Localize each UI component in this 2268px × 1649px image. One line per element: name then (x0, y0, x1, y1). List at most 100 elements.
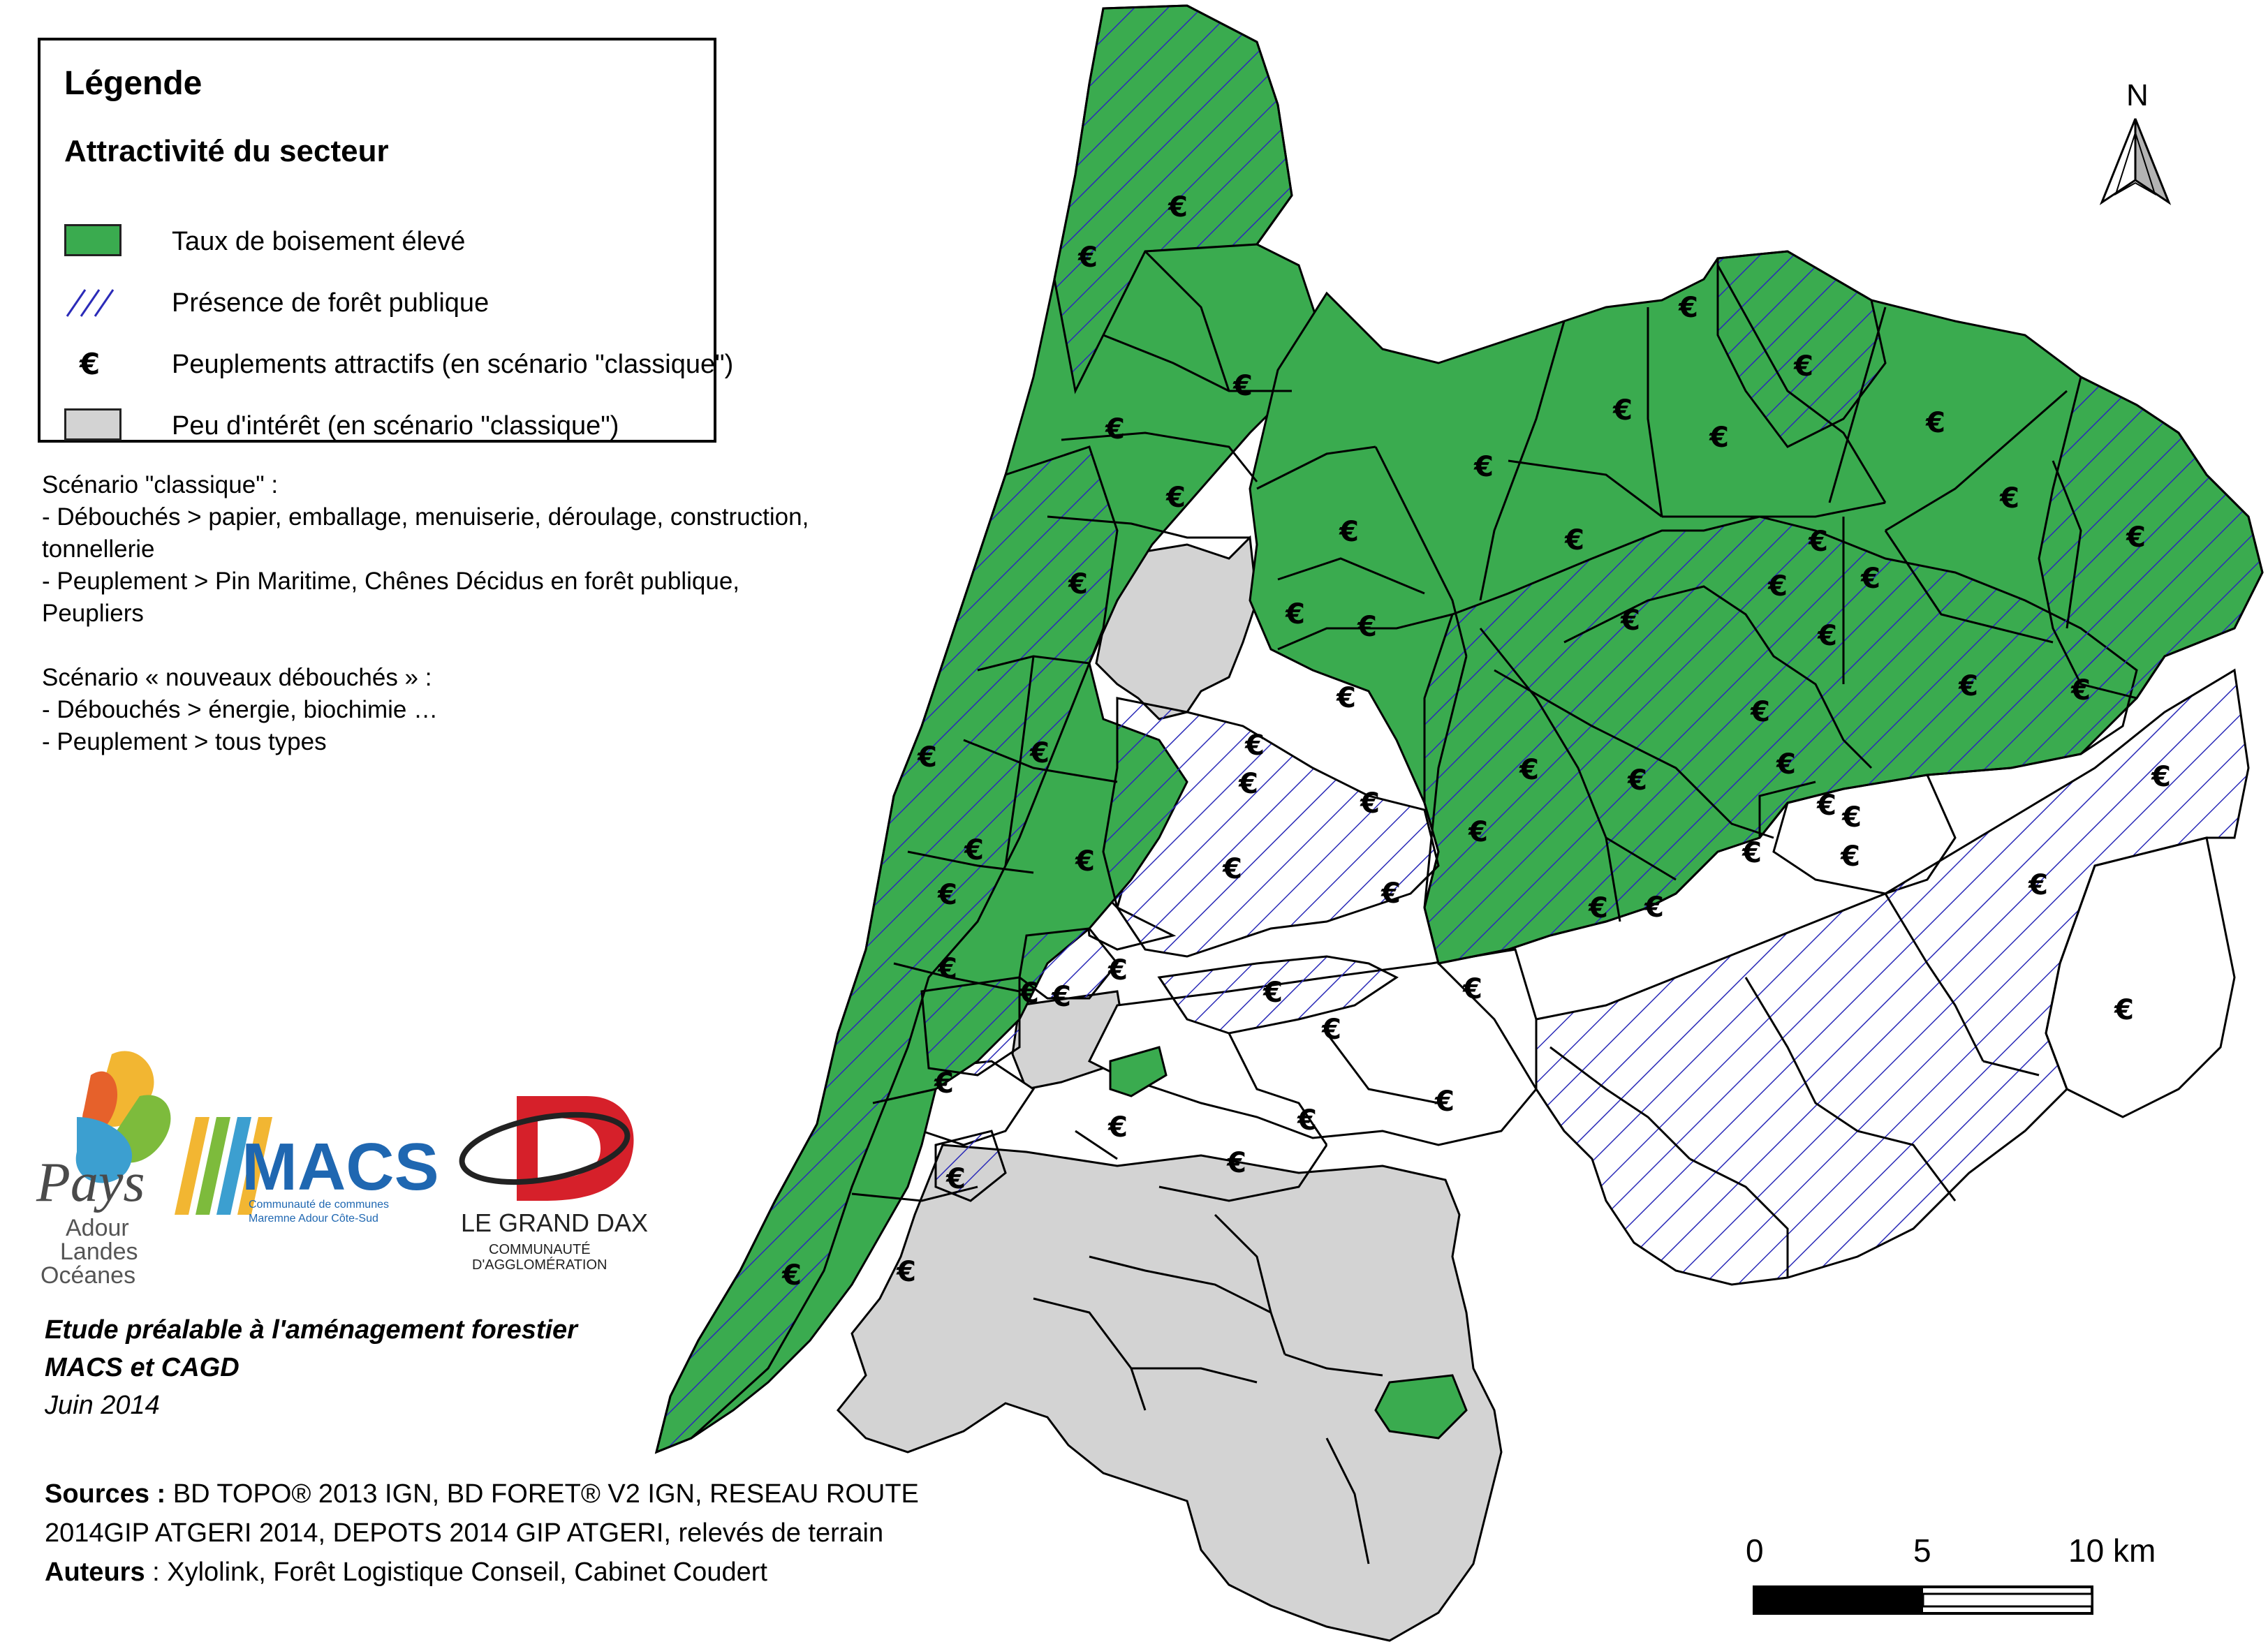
euro-icon: € (80, 347, 101, 381)
logo-pays-adour: Pays Adour Landes Océanes (36, 1051, 171, 1289)
euro-marker: € (1588, 892, 1608, 924)
legend-item-euro: € Peuplements attractifs (en scénario "c… (64, 343, 733, 385)
euro-marker: € (937, 879, 957, 911)
euro-marker: € (1360, 787, 1380, 820)
legend-box: Légende Attractivité du secteur Taux de … (38, 38, 733, 443)
euro-marker: € (1620, 605, 1640, 637)
euro-marker: € (1029, 737, 1050, 769)
logo-macs: MACS Communauté de communes Maremne Adou… (175, 1117, 439, 1225)
scale-label-5: 5 (1913, 1532, 1931, 1569)
authors-label: Auteurs (45, 1558, 145, 1587)
north-label: N (2126, 78, 2149, 112)
euro-marker: € (1077, 242, 1098, 274)
hatch-swatch-icon (64, 286, 162, 320)
legend-title: Légende (64, 65, 202, 102)
green-patch-south (1374, 1374, 1468, 1440)
euro-marker: € (1750, 696, 1770, 728)
euro-marker: € (1168, 191, 1188, 223)
sources-text: BD TOPO® 2013 IGN, BD FORET® V2 IGN, RES… (165, 1479, 919, 1509)
legend-item-hatch: Présence de forêt publique (64, 282, 489, 324)
euro-marker: € (1238, 768, 1258, 800)
scenario-line: - Débouchés > énergie, biochimie … (42, 696, 439, 723)
euro-marker: € (2126, 522, 2146, 554)
euro-marker: € (1860, 563, 1880, 595)
green-swatch-icon (64, 224, 162, 259)
euro-marker: € (1793, 350, 1813, 383)
euro-marker: € (1336, 682, 1356, 714)
sources-text-2: 2014GIP ATGERI 2014, DEPOTS 2014 GIP ATG… (45, 1518, 884, 1548)
euro-marker: € (2070, 674, 2091, 707)
scenario-line: Scénario "classique" : (42, 471, 279, 498)
euro-marker: € (1612, 394, 1633, 427)
euro-marker: € (1380, 878, 1401, 910)
pays-line3: Landes (60, 1238, 138, 1265)
euro-marker: € (917, 741, 937, 774)
euro-marker: € (937, 953, 957, 985)
scenario-nouveaux: Scénario « nouveaux débouchés » : - Débo… (42, 662, 915, 758)
north-arrow-icon (2099, 118, 2172, 205)
euro-marker: € (1321, 1014, 1341, 1046)
euro-markers: € € € € € € € € € € € € € € € € € € € € … (781, 191, 2171, 1292)
euro-marker: € (1840, 841, 1860, 873)
study-subtitle: MACS et CAGD (45, 1353, 240, 1382)
euro-marker: € (934, 1067, 954, 1100)
euro-marker: € (964, 834, 984, 866)
commune-boundaries (851, 250, 2082, 1565)
euro-marker: € (2114, 994, 2134, 1026)
euro-marker: € (1434, 1086, 1455, 1118)
scale-bar (1753, 1585, 2093, 1615)
grey-swatch-icon (64, 408, 162, 443)
euro-marker: € (1627, 764, 1647, 797)
euro-marker: € (1816, 790, 1836, 822)
euro-marker: € (2151, 761, 2171, 793)
euro-marker: € (1357, 611, 1377, 643)
scenario-classique: Scénario "classique" : - Débouchés > pap… (42, 469, 915, 630)
euro-marker: € (1105, 413, 1125, 445)
dax-line2: D'AGGLOMÉRATION (472, 1257, 607, 1273)
euro-marker: € (1285, 598, 1305, 630)
pays-line4: Océanes (40, 1262, 135, 1289)
euro-marker: € (1644, 892, 1664, 924)
euro-marker: € (1107, 954, 1128, 986)
macs-name: MACS (242, 1130, 439, 1204)
green-patch-small (1109, 1046, 1168, 1097)
hatch-overlays (654, 4, 2264, 1454)
euro-marker: € (1222, 853, 1242, 885)
scenario-line: Scénario « nouveaux débouchés » : (42, 664, 432, 691)
macs-line1: Communauté de communes (249, 1199, 389, 1211)
logo-grand-dax: LE GRAND DAX COMMUNAUTÉ D'AGGLOMÉRATION (459, 1096, 648, 1273)
euro-marker: € (1678, 292, 1698, 324)
legend-subtitle: Attractivité du secteur (64, 134, 389, 168)
scale-label-10: 10 km (2068, 1532, 2156, 1569)
scale-label-0: 0 (1746, 1532, 1764, 1569)
sources-block: Sources : BD TOPO® 2013 IGN, BD FORET® V… (45, 1474, 919, 1592)
legend-label: Présence de forêt publique (172, 288, 489, 318)
euro-marker: € (781, 1259, 802, 1292)
euro-marker: € (1244, 730, 1265, 762)
pays-line2: Adour (66, 1215, 129, 1241)
legend-label: Peuplements attractifs (en scénario "cla… (172, 349, 734, 379)
dax-name: LE GRAND DAX (461, 1208, 648, 1237)
euro-marker: € (1165, 482, 1186, 514)
euro-marker: € (896, 1256, 916, 1288)
scenario-line: tonnellerie (42, 535, 155, 563)
euro-marker: € (1817, 620, 1837, 652)
grey-zones (836, 535, 1503, 1642)
legend-label: Peu d'intérêt (en scénario "classique") (172, 411, 619, 441)
study-date: Juin 2014 (45, 1391, 160, 1420)
scenario-line: - Débouchés > papier, emballage, menuise… (42, 503, 809, 531)
euro-marker: € (1107, 1111, 1128, 1144)
scenario-line: - Peuplement > Pin Maritime, Chênes Déci… (42, 568, 740, 595)
scenario-line: Peupliers (42, 600, 144, 627)
euro-marker: € (1019, 977, 1039, 1010)
dax-line1: COMMUNAUTÉ (489, 1241, 591, 1257)
euro-marker: € (945, 1163, 966, 1195)
euro-marker: € (1051, 981, 1071, 1013)
authors-text: : Xylolink, Forêt Logistique Conseil, Ca… (145, 1558, 767, 1587)
legend-label: Taux de boisement élevé (172, 226, 466, 256)
study-title: Etude préalable à l'aménagement forestie… (45, 1315, 577, 1345)
macs-line2: Maremne Adour Côte-Sud (249, 1213, 378, 1225)
scenario-line: - Peuplement > tous types (42, 728, 327, 755)
euro-marker: € (1564, 524, 1584, 556)
